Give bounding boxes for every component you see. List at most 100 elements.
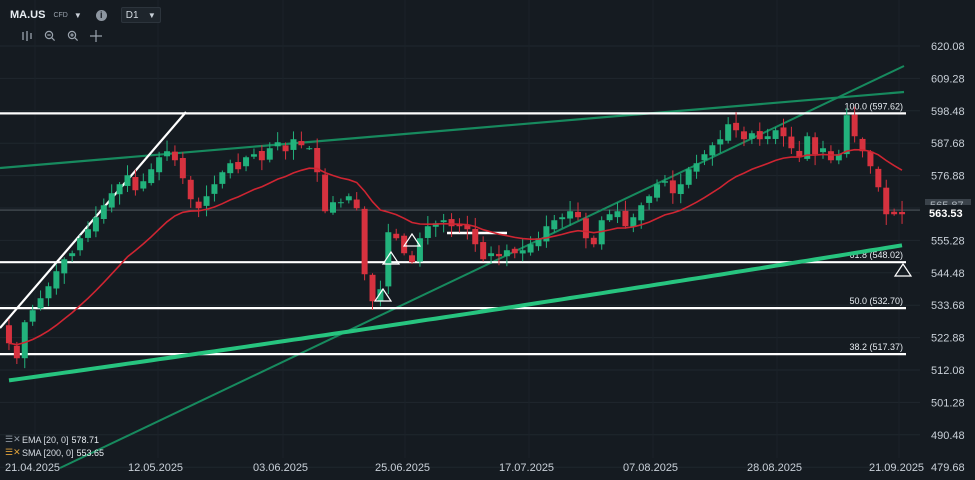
symbol-dropdown-icon[interactable]: ▼	[73, 10, 82, 20]
candle-body	[329, 202, 336, 213]
candle-body	[488, 253, 495, 257]
date-tick-label: 25.06.2025	[375, 462, 430, 474]
candle-body	[84, 229, 91, 238]
candle-body	[559, 217, 566, 220]
last-price-tag	[923, 205, 973, 221]
candle-body	[21, 322, 28, 359]
legend-sma[interactable]: ☰✕ SMA [200, 0] 553.65	[5, 447, 104, 458]
price-tick-label: 533.68	[931, 300, 965, 312]
candle-body	[250, 154, 257, 157]
candle-body	[361, 208, 368, 275]
candle-body	[646, 196, 653, 203]
candle-body	[661, 181, 668, 183]
candle-body	[156, 157, 163, 173]
moving-averages	[8, 148, 903, 383]
date-tick-label: 21.09.2025	[869, 462, 924, 474]
candle-body	[638, 205, 645, 221]
candle-body	[203, 196, 210, 206]
candle-body	[401, 235, 408, 254]
fib-level-label: 38.2 (517.37)	[849, 342, 903, 352]
zoom-out-icon[interactable]	[43, 29, 57, 43]
candle-body	[219, 172, 226, 184]
candle-body	[148, 169, 155, 184]
candle-body	[385, 232, 392, 287]
signal-triangle-icon	[893, 262, 913, 277]
candle-body	[274, 142, 281, 147]
instrument-type: CFD	[53, 11, 68, 19]
candle-body	[630, 217, 637, 227]
price-tick-label: 576.88	[931, 171, 965, 183]
timeframe-select[interactable]: D1 ▼	[120, 7, 161, 23]
price-tick-label: 501.28	[931, 397, 965, 409]
candle-body	[353, 199, 360, 209]
candle-body	[527, 244, 534, 253]
candle-body	[306, 148, 313, 150]
date-tick-label: 12.05.2025	[128, 462, 183, 474]
price-tick-label: 598.48	[931, 106, 965, 118]
candle-body	[100, 205, 107, 220]
candle-body	[891, 211, 898, 215]
fib-level-label: 100.0 (597.62)	[844, 101, 903, 111]
zoom-in-icon[interactable]	[66, 29, 80, 43]
candle-body	[132, 176, 139, 191]
candle-body	[740, 131, 747, 140]
legend-ema[interactable]: ☰✕ EMA [20, 0] 578.71	[5, 434, 99, 445]
date-tick-label: 28.08.2025	[747, 462, 802, 474]
grid	[0, 45, 920, 468]
candle-body	[171, 151, 178, 161]
candle-body	[108, 193, 115, 208]
candle-body	[124, 175, 131, 186]
date-tick-label: 07.08.2025	[623, 462, 678, 474]
candle-body	[258, 151, 265, 161]
candle-body	[314, 147, 321, 173]
candle-body	[37, 298, 44, 309]
info-icon[interactable]: i	[95, 9, 107, 21]
candle-body	[282, 145, 289, 152]
candle-body	[622, 210, 629, 227]
price-tick-label: 512.08	[931, 365, 965, 377]
candle-body	[211, 184, 218, 194]
candle-body	[519, 250, 526, 254]
price-tick-label: 609.28	[931, 73, 965, 85]
candle-body	[29, 310, 36, 322]
candle-body	[748, 133, 755, 139]
candle-body	[503, 250, 510, 257]
legend-settings-icon[interactable]: ☰✕	[5, 434, 21, 444]
indicators-icon[interactable]	[20, 29, 34, 43]
ema-value: 578.71	[71, 434, 100, 445]
price-axis: 620.08609.28598.48587.68576.88566.08555.…	[923, 41, 973, 474]
date-tick-label: 21.04.2025	[5, 462, 60, 474]
candle-body	[369, 274, 376, 302]
candle-body	[140, 181, 147, 189]
candle-body	[812, 137, 819, 155]
signal-triangle-icon	[402, 232, 422, 247]
fib-level-label: 50.0 (532.70)	[849, 296, 903, 306]
candle-body	[772, 130, 779, 139]
date-tick-label: 17.07.2025	[499, 462, 554, 474]
chart-tools	[20, 29, 103, 43]
symbol-name[interactable]: MA.US	[10, 9, 46, 21]
fib-level-label: 61.8 (548.02)	[849, 250, 903, 260]
candle-body	[393, 233, 400, 239]
ema-label: EMA [20, 0]	[22, 434, 69, 445]
price-tick-label: 555.28	[931, 235, 965, 247]
crosshair-icon[interactable]	[89, 29, 103, 43]
instrument-toolbar: MA.US CFD ▼ i D1 ▼	[10, 6, 161, 24]
candle-body	[464, 224, 471, 230]
ema-line	[8, 148, 903, 346]
candle-body	[709, 145, 716, 156]
candle-body	[851, 114, 858, 137]
candle-body	[756, 131, 763, 140]
candle-body	[345, 196, 352, 201]
candle-body	[843, 115, 850, 155]
candle-body	[227, 163, 234, 174]
candle-body	[717, 139, 724, 145]
candle-body	[606, 214, 613, 221]
candle-body	[61, 259, 68, 274]
legend-settings-icon[interactable]: ☰✕	[5, 447, 21, 457]
price-tick-label: 587.68	[931, 138, 965, 150]
candle-body	[582, 218, 589, 239]
candle-body	[235, 162, 242, 170]
candle-body	[614, 211, 621, 218]
